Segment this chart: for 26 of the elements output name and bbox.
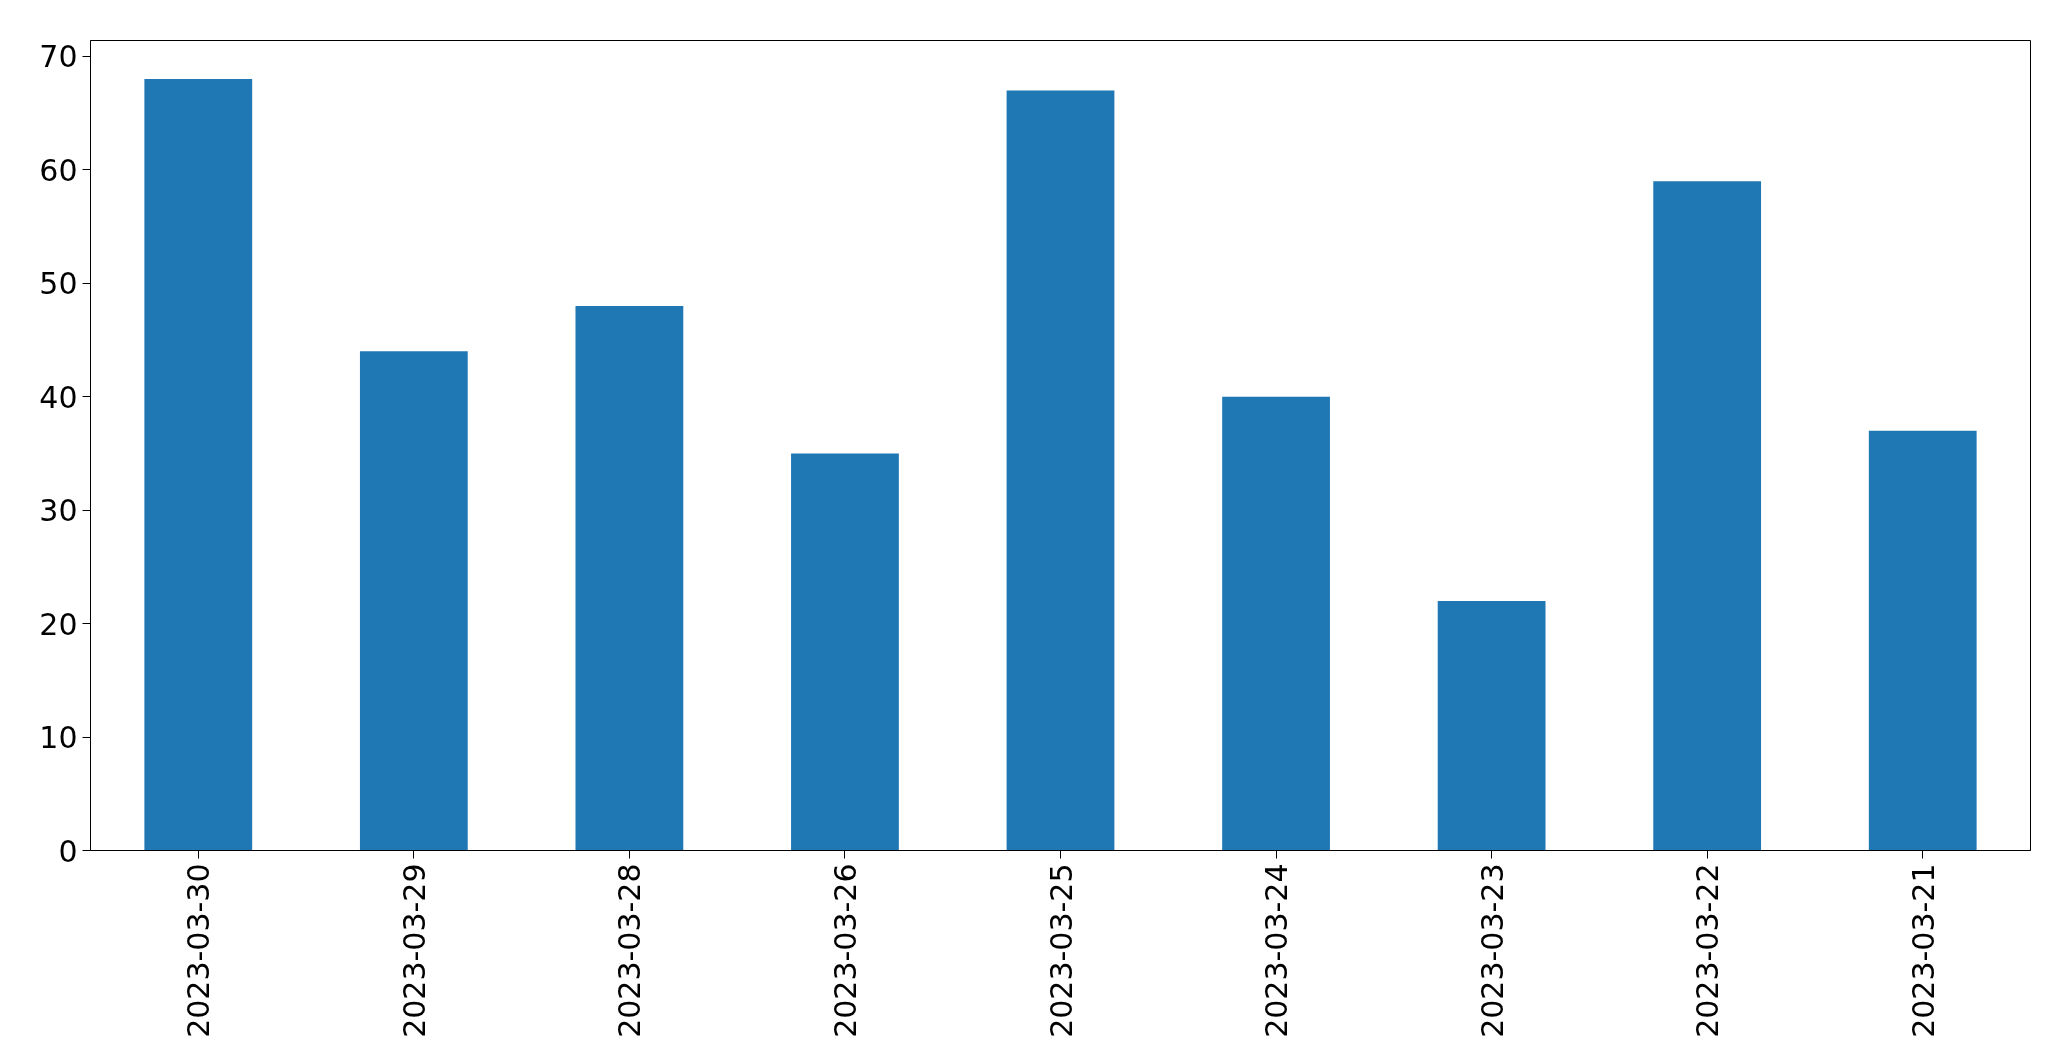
- x-tick-label: 2023-03-28: [612, 863, 648, 1038]
- bar: [1437, 600, 1546, 851]
- bar: [575, 305, 684, 851]
- x-tick-label: 2023-03-25: [1043, 863, 1079, 1038]
- bar: [1006, 90, 1115, 851]
- x-tick-label: 2023-03-26: [827, 863, 863, 1038]
- bar: [1868, 430, 1977, 851]
- y-tick-label: 20: [39, 606, 78, 642]
- y-tick-label: 10: [39, 720, 78, 756]
- x-tick-label: 2023-03-23: [1474, 863, 1510, 1038]
- y-tick-label: 60: [39, 152, 78, 188]
- x-tick-label: 2023-03-24: [1259, 863, 1295, 1038]
- y-tick-label: 50: [39, 266, 78, 302]
- y-tick-label: 70: [39, 39, 78, 75]
- x-tick-label: 2023-03-30: [181, 863, 217, 1038]
- x-tick-label: 2023-03-22: [1690, 863, 1726, 1038]
- y-tick-label: 30: [39, 493, 78, 529]
- bar: [791, 453, 899, 851]
- y-tick-label: 0: [58, 833, 78, 869]
- bar: [359, 351, 468, 851]
- x-tick-label: 2023-03-29: [396, 863, 432, 1038]
- y-tick-label: 40: [39, 379, 78, 415]
- bar: [1653, 181, 1762, 851]
- x-tick-label: 2023-03-21: [1905, 863, 1941, 1038]
- bar: [144, 79, 253, 851]
- bar: [1222, 396, 1330, 851]
